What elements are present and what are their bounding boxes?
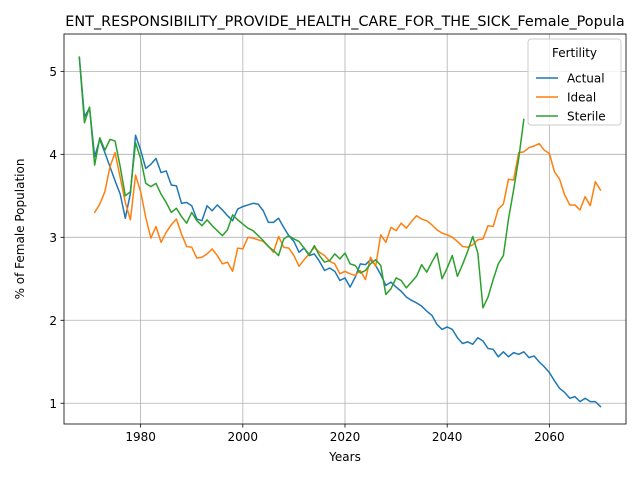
chart-title: ENT_RESPONSIBILITY_PROVIDE_HEALTH_CARE_F… — [65, 14, 624, 30]
y-tick-label: 5 — [49, 65, 57, 79]
y-tick-label: 2 — [49, 314, 57, 328]
y-tick-label: 3 — [49, 231, 57, 245]
series-line-ideal — [93, 142, 602, 281]
x-tick-label: 2040 — [432, 430, 463, 444]
axis-ticks: 1980 2000 2020 2040 2060 1 2 3 4 5 — [49, 65, 564, 444]
x-tick-label: 2020 — [330, 430, 361, 444]
legend-items: Actual Ideal Sterile — [536, 72, 606, 124]
x-tick-label: 2000 — [228, 430, 259, 444]
y-tick-label: 1 — [49, 397, 57, 411]
legend-title: Fertility — [552, 46, 597, 60]
legend-box — [527, 38, 622, 126]
legend-label: Actual — [567, 72, 605, 86]
y-axis-label: % of Female Population — [13, 159, 27, 300]
legend-label: Sterile — [567, 110, 606, 124]
series-line-actual — [78, 56, 602, 408]
x-tick-label: 1980 — [125, 430, 156, 444]
legend-label: Ideal — [567, 91, 596, 105]
legend: Fertility Actual Ideal Sterile — [527, 38, 622, 126]
series-line-sterile — [78, 56, 525, 309]
x-tick-label: 2060 — [534, 430, 565, 444]
y-tick-label: 4 — [49, 148, 57, 162]
series-lines — [78, 56, 602, 408]
x-axis-label: Years — [328, 450, 361, 464]
